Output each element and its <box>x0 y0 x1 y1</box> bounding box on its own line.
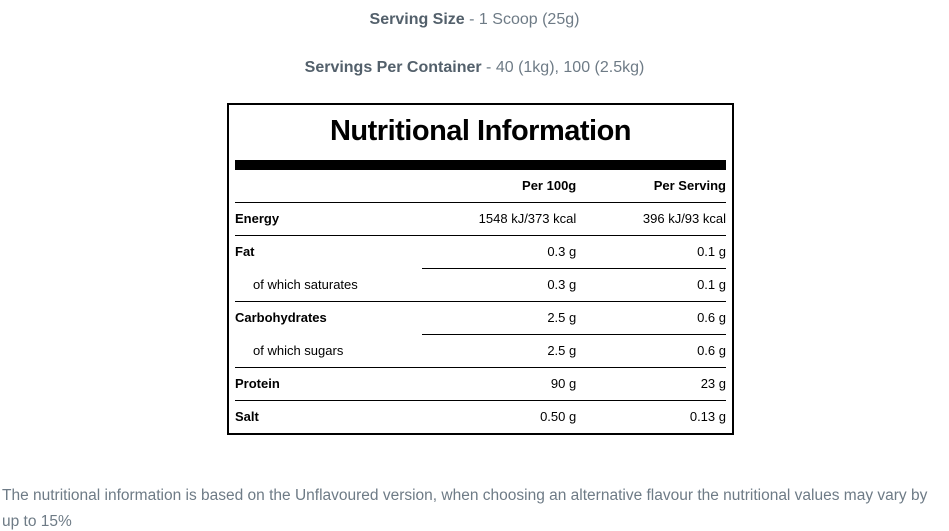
row-label: of which sugars <box>235 334 422 368</box>
nutritional-information-panel: Nutritional Information Per 100g Per Ser… <box>227 103 734 435</box>
servings-per-container-label: Servings Per Container <box>304 59 482 76</box>
row-value-per-100g: 0.3 g <box>421 235 577 269</box>
table-row-protein: Protein 90 g 23 g <box>235 367 726 401</box>
table-row-of-which-sugars: of which sugars 2.5 g 0.6 g <box>235 334 726 368</box>
row-value-per-100g: 2.5 g <box>421 334 577 368</box>
row-label: Carbohydrates <box>235 310 327 326</box>
row-value-per-serving: 0.6 g <box>576 301 726 335</box>
serving-size-value: - 1 Scoop (25g) <box>469 11 580 28</box>
row-value-per-100g: 90 g <box>421 367 577 401</box>
serving-size-line: Serving Size - 1 Scoop (25g) <box>0 11 949 29</box>
table-row-carbohydrates: Carbohydrates 2.5 g 0.6 g <box>235 301 726 335</box>
table-row-energy: Energy 1548 kJ/373 kcal 396 kJ/93 kcal <box>235 202 726 236</box>
row-value-per-serving: 0.6 g <box>576 334 726 368</box>
table-header-row: Per 100g Per Serving <box>235 170 726 203</box>
row-value-per-serving: 0.1 g <box>576 268 726 302</box>
row-label: of which saturates <box>235 268 422 302</box>
row-label: Energy <box>235 202 422 236</box>
row-value-per-serving: 23 g <box>576 367 726 401</box>
table-row-salt: Salt 0.50 g 0.13 g <box>235 400 726 433</box>
page: Serving Size - 1 Scoop (25g) Servings Pe… <box>0 11 949 531</box>
table-row-fat: Fat 0.3 g 0.1 g <box>235 235 726 269</box>
table-row-of-which-saturates: of which saturates 0.3 g 0.1 g <box>235 268 726 302</box>
nutrition-disclaimer-text: The nutritional information is based on … <box>2 487 928 530</box>
servings-per-container-value: - 40 (1kg), 100 (2.5kg) <box>486 59 645 76</box>
row-value-per-100g: 2.5 g <box>421 301 577 335</box>
nutrition-table: Per 100g Per Serving Energy 1548 kJ/373 … <box>235 170 726 433</box>
row-value-per-100g: 0.3 g <box>421 268 577 302</box>
row-value-per-serving: 0.1 g <box>576 235 726 269</box>
serving-size-label: Serving Size <box>369 11 465 28</box>
row-value-per-serving: 0.13 g <box>689 409 726 425</box>
row-label: Salt <box>235 409 259 425</box>
row-label: Protein <box>235 367 422 401</box>
header-cell-empty <box>235 170 422 203</box>
header-cell-per-serving: Per Serving <box>576 170 726 203</box>
servings-per-container-line: Servings Per Container - 40 (1kg), 100 (… <box>0 59 949 77</box>
row-value-per-100g: 1548 kJ/373 kcal <box>421 202 577 236</box>
divider-bar <box>235 160 726 170</box>
header-cell-per-100g: Per 100g <box>421 170 577 203</box>
row-value-per-100g: 0.50 g <box>540 409 577 425</box>
panel-title: Nutritional Information <box>329 115 632 147</box>
row-label: Fat <box>235 244 255 260</box>
row-value-per-serving: 396 kJ/93 kcal <box>576 202 726 236</box>
